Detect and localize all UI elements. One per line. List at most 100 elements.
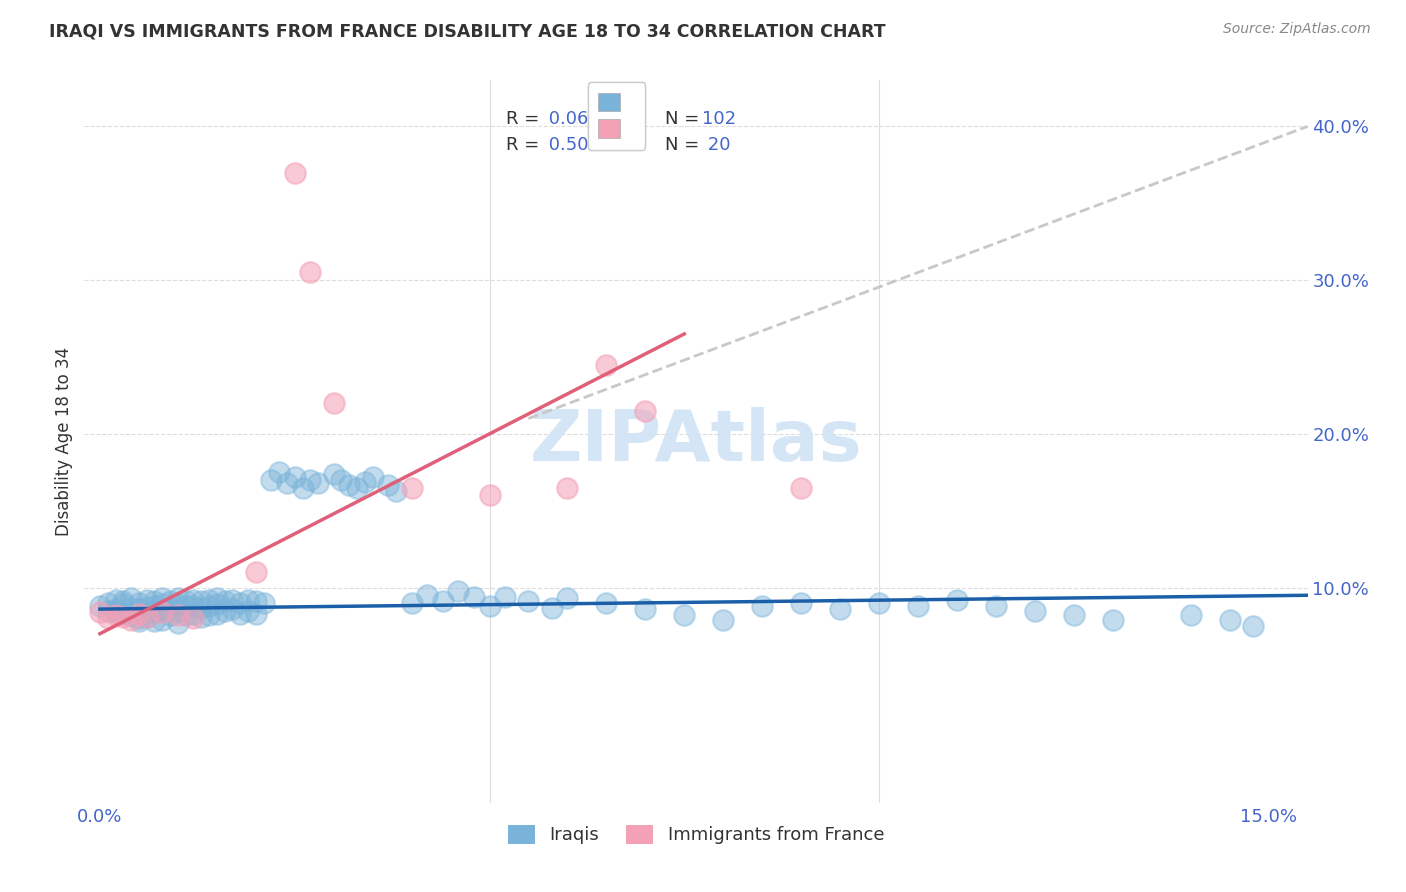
Text: 102: 102 (702, 110, 737, 128)
Iraqis (330, 473, 353, 487)
Iraqis (1180, 608, 1202, 623)
Immigrants from France (97, 611, 120, 625)
Iraqis (1063, 608, 1085, 623)
Iraqis (229, 596, 252, 610)
Iraqis (190, 609, 212, 624)
Text: R =: R = (506, 110, 546, 128)
Iraqis (236, 604, 259, 618)
Text: ZIPAtlas: ZIPAtlas (530, 407, 862, 476)
Text: Source: ZipAtlas.com: Source: ZipAtlas.com (1223, 22, 1371, 37)
Iraqis (174, 594, 197, 608)
Iraqis (299, 473, 322, 487)
Y-axis label: Disability Age 18 to 34: Disability Age 18 to 34 (55, 347, 73, 536)
Iraqis (868, 596, 890, 610)
Iraqis (150, 598, 173, 612)
Iraqis (120, 608, 142, 623)
Iraqis (946, 593, 969, 607)
Immigrants from France (120, 613, 142, 627)
Iraqis (128, 615, 150, 629)
Iraqis (361, 470, 384, 484)
Iraqis (221, 602, 243, 616)
Immigrants from France (89, 605, 111, 619)
Iraqis (291, 481, 314, 495)
Iraqis (401, 596, 423, 610)
Text: IRAQI VS IMMIGRANTS FROM FRANCE DISABILITY AGE 18 TO 34 CORRELATION CHART: IRAQI VS IMMIGRANTS FROM FRANCE DISABILI… (49, 22, 886, 40)
Iraqis (252, 596, 274, 610)
Iraqis (245, 607, 267, 621)
Iraqis (751, 599, 773, 613)
Immigrants from France (135, 609, 157, 624)
Iraqis (128, 611, 150, 625)
Iraqis (236, 593, 259, 607)
Iraqis (284, 470, 307, 484)
Iraqis (673, 608, 696, 623)
Iraqis (135, 609, 157, 624)
Iraqis (150, 613, 173, 627)
Text: R =: R = (506, 136, 546, 154)
Iraqis (135, 600, 157, 615)
Immigrants from France (166, 608, 188, 623)
Iraqis (104, 602, 127, 616)
Iraqis (276, 476, 298, 491)
Iraqis (416, 588, 439, 602)
Iraqis (595, 596, 617, 610)
Iraqis (183, 599, 205, 613)
Iraqis (830, 602, 852, 616)
Iraqis (104, 593, 127, 607)
Immigrants from France (128, 607, 150, 621)
Iraqis (150, 604, 173, 618)
Iraqis (346, 481, 368, 495)
Iraqis (198, 593, 221, 607)
Iraqis (198, 599, 221, 613)
Immigrants from France (634, 404, 657, 418)
Iraqis (97, 596, 120, 610)
Iraqis (385, 483, 408, 498)
Iraqis (1219, 613, 1241, 627)
Immigrants from France (245, 565, 267, 579)
Iraqis (322, 467, 344, 481)
Iraqis (307, 476, 329, 491)
Iraqis (432, 594, 454, 608)
Iraqis (174, 608, 197, 623)
Immigrants from France (478, 488, 501, 502)
Iraqis (166, 598, 188, 612)
Iraqis (174, 599, 197, 613)
Iraqis (214, 604, 236, 618)
Iraqis (104, 605, 127, 619)
Text: 0.508: 0.508 (543, 136, 600, 154)
Iraqis (150, 591, 173, 606)
Iraqis (517, 594, 540, 608)
Iraqis (557, 591, 579, 606)
Iraqis (790, 596, 813, 610)
Iraqis (89, 599, 111, 613)
Iraqis (183, 607, 205, 621)
Immigrants from France (299, 265, 322, 279)
Iraqis (166, 615, 188, 630)
Text: 20: 20 (702, 136, 731, 154)
Iraqis (190, 600, 212, 615)
Iraqis (377, 477, 399, 491)
Text: 0.061: 0.061 (543, 110, 600, 128)
Iraqis (159, 608, 181, 623)
Iraqis (214, 594, 236, 608)
Iraqis (229, 607, 252, 621)
Iraqis (143, 615, 166, 629)
Iraqis (143, 599, 166, 613)
Iraqis (135, 593, 157, 607)
Iraqis (1024, 604, 1046, 618)
Immigrants from France (150, 605, 173, 619)
Iraqis (221, 593, 243, 607)
Iraqis (494, 590, 516, 604)
Iraqis (1241, 619, 1264, 633)
Iraqis (112, 607, 135, 621)
Iraqis (120, 591, 142, 606)
Immigrants from France (595, 358, 617, 372)
Iraqis (166, 591, 188, 606)
Immigrants from France (322, 396, 344, 410)
Iraqis (112, 594, 135, 608)
Iraqis (269, 465, 291, 479)
Iraqis (540, 600, 562, 615)
Iraqis (711, 613, 734, 627)
Immigrants from France (557, 481, 579, 495)
Iraqis (159, 594, 181, 608)
